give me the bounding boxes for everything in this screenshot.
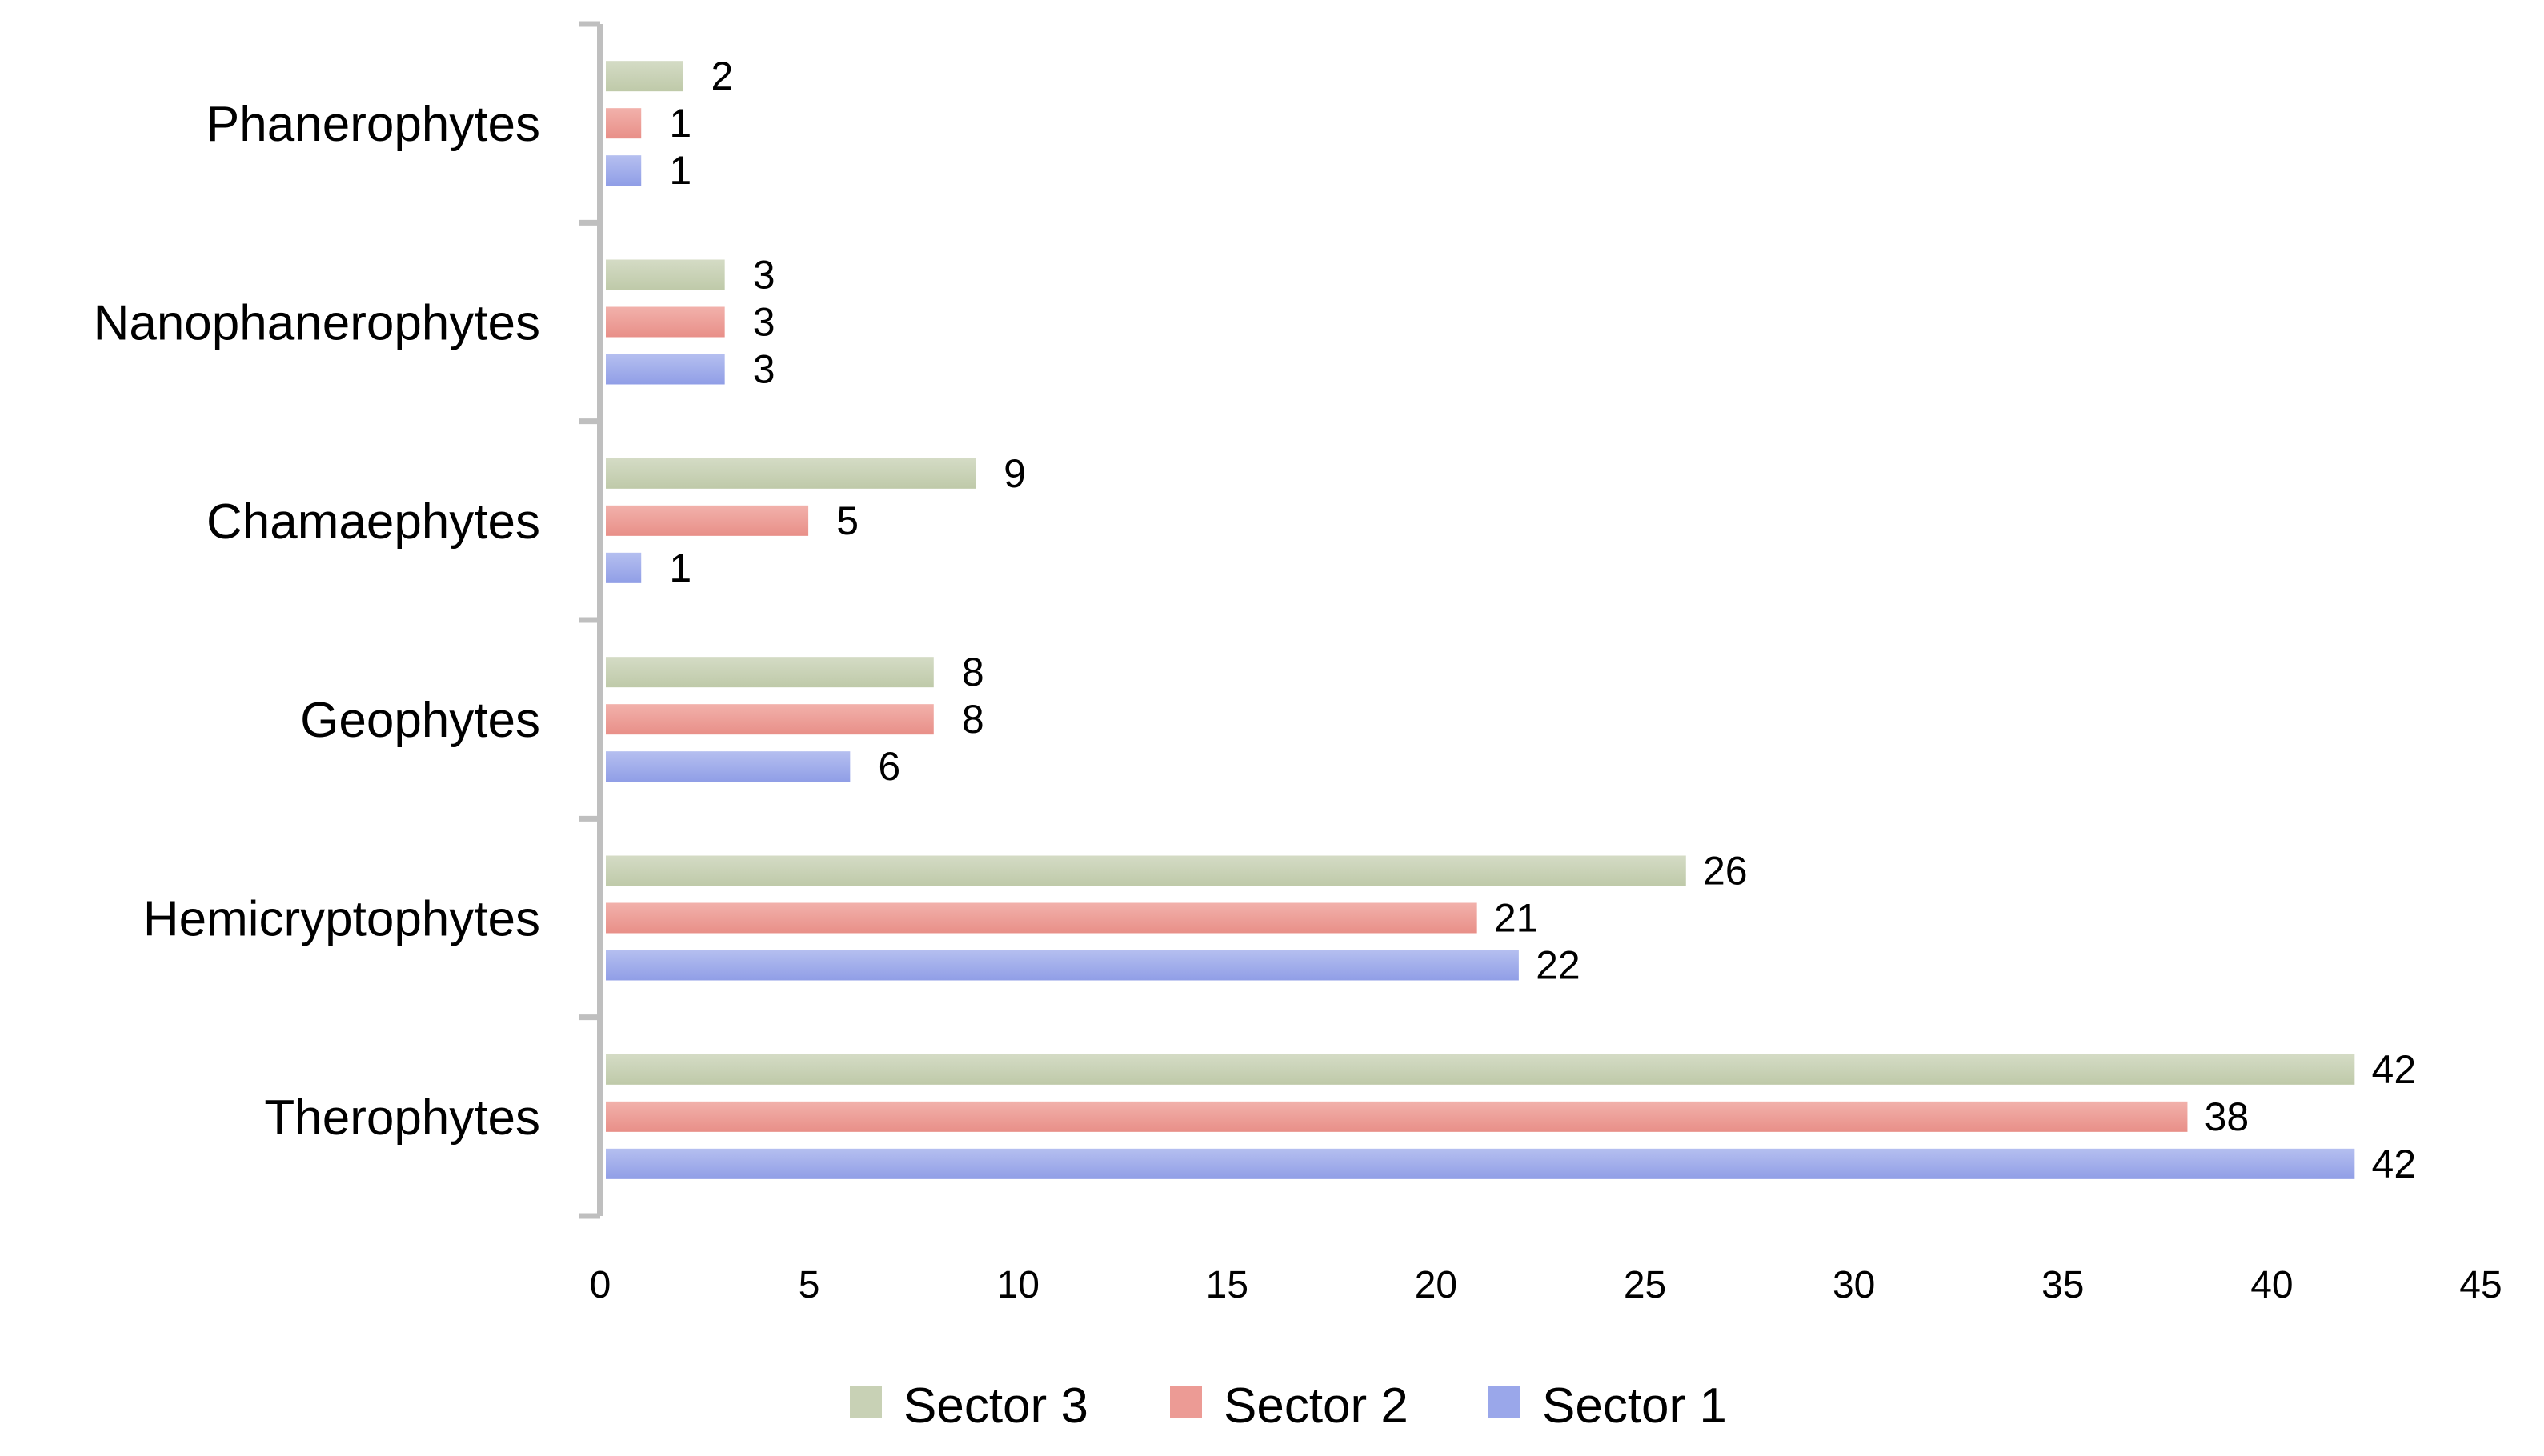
category-label-hemicryptophytes: Hemicryptophytes [143, 892, 540, 947]
data-label-sector-1-therophytes: 42 [2372, 1142, 2417, 1186]
legend: Sector 3 Sector 2 Sector 1 [850, 1378, 1727, 1434]
data-label-sector-3-geophytes: 8 [962, 650, 984, 694]
bar-sector-1-hemicryptophytes [604, 948, 1520, 982]
bar-sector-3-geophytes [604, 655, 935, 690]
legend-swatch-sector-3 [850, 1386, 882, 1418]
bar-sector-3-hemicryptophytes [604, 854, 1688, 888]
data-label-sector-3-chamaephytes: 9 [1004, 451, 1026, 496]
bar-sector-1-chamaephytes [604, 550, 643, 585]
data-label-sector-1-geophytes: 6 [878, 744, 900, 789]
x-tick-label-20: 20 [1415, 1264, 1457, 1306]
bar-sector-2-phanerophytes [604, 106, 643, 141]
y-axis [579, 21, 603, 1219]
x-tick-label-15: 15 [1206, 1264, 1248, 1306]
legend-label-sector-2: Sector 2 [1224, 1378, 1408, 1434]
bar-sector-1-phanerophytes [604, 154, 643, 188]
legend-swatch-sector-1 [1488, 1386, 1520, 1418]
category-label-therophytes: Therophytes [264, 1090, 540, 1146]
bar-sector-2-therophytes [604, 1099, 2189, 1134]
data-label-sector-2-nanophanerophytes: 3 [753, 300, 775, 345]
data-label-sector-3-hemicryptophytes: 26 [1703, 849, 1748, 894]
bar-sector-1-nanophanerophytes [604, 352, 727, 386]
bar-sector-3-phanerophytes [604, 59, 685, 94]
bar-sector-2-chamaephytes [604, 503, 811, 538]
data-label-sector-1-phanerophytes: 1 [669, 148, 691, 193]
data-label-sector-2-phanerophytes: 1 [669, 101, 691, 146]
x-tick-label-45: 45 [2459, 1264, 2502, 1306]
x-tick-label-10: 10 [997, 1264, 1040, 1306]
bars-layer [604, 59, 2357, 1181]
bar-sector-2-nanophanerophytes [604, 305, 727, 339]
data-label-sector-3-therophytes: 42 [2372, 1047, 2417, 1092]
category-label-nanophanerophytes: Nanophanerophytes [94, 296, 540, 351]
x-tick-label-40: 40 [2250, 1264, 2293, 1306]
bar-sector-1-geophytes [604, 750, 852, 784]
x-tick-label-0: 0 [590, 1264, 611, 1306]
data-label-sector-2-chamaephytes: 5 [836, 498, 859, 543]
bar-sector-2-geophytes [604, 702, 935, 737]
bar-sector-1-therophytes [604, 1146, 2357, 1181]
bar-sector-3-therophytes [604, 1052, 2357, 1086]
x-tick-label-30: 30 [1833, 1264, 1875, 1306]
legend-label-sector-3: Sector 3 [903, 1378, 1088, 1434]
data-label-sector-2-geophytes: 8 [962, 697, 984, 742]
bar-sector-3-nanophanerophytes [604, 258, 727, 292]
category-label-geophytes: Geophytes [300, 693, 540, 748]
category-label-chamaephytes: Chamaephytes [206, 494, 540, 550]
x-axis-tick-labels: 0 5 10 15 20 25 30 35 40 45 [590, 1264, 2502, 1306]
data-label-sector-2-therophytes: 38 [2205, 1094, 2250, 1139]
data-label-sector-1-chamaephytes: 1 [669, 546, 691, 590]
x-tick-label-5: 5 [799, 1264, 820, 1306]
data-label-sector-3-nanophanerophytes: 3 [753, 253, 775, 298]
category-labels: Therophytes Hemicryptophytes Geophytes Cham… [94, 97, 540, 1146]
legend-swatch-sector-2 [1170, 1386, 1202, 1418]
category-label-phanerophytes: Phanerophytes [206, 97, 540, 152]
x-tick-label-25: 25 [1624, 1264, 1666, 1306]
legend-label-sector-1: Sector 1 [1542, 1378, 1727, 1434]
bar-sector-3-chamaephytes [604, 456, 977, 490]
x-tick-label-35: 35 [2041, 1264, 2084, 1306]
data-label-sector-1-nanophanerophytes: 3 [753, 347, 775, 392]
bar-sector-2-hemicryptophytes [604, 901, 1479, 935]
data-label-sector-2-hemicryptophytes: 21 [1494, 896, 1539, 941]
data-label-sector-3-phanerophytes: 2 [711, 54, 734, 98]
data-label-sector-1-hemicryptophytes: 22 [1536, 943, 1580, 988]
